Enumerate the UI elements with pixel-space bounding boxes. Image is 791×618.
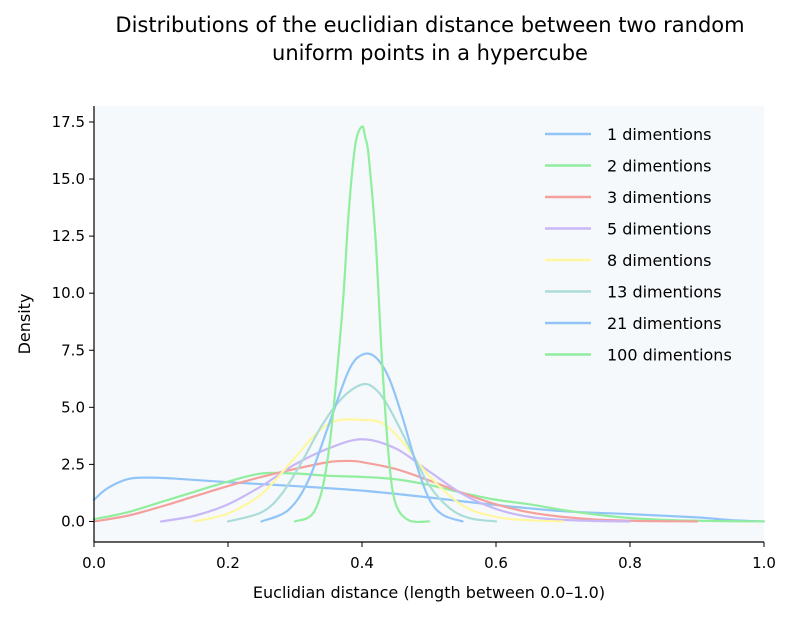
y-axis-label: Density — [15, 294, 34, 355]
x-tick-label: 0.2 — [216, 554, 240, 572]
y-tick-label: 12.5 — [52, 227, 85, 245]
legend: 1 dimentions 2 dimentions 3 dimentions 5 di… — [545, 125, 732, 365]
legend-label: 5 dimentions — [607, 220, 711, 239]
plot-background — [94, 106, 764, 542]
x-tick-label: 0.8 — [618, 554, 642, 572]
x-tick-label: 0.0 — [82, 554, 106, 572]
series-line-5 — [193, 418, 565, 523]
legend-label: 21 dimentions — [607, 314, 722, 333]
chart-title-line-1: Distributions of the euclidian distance … — [115, 13, 744, 37]
y-tick-label: 7.5 — [61, 341, 85, 359]
x-tick-label: 0.4 — [350, 554, 374, 572]
legend-label: 8 dimentions — [607, 251, 711, 270]
series-line-1 — [92, 476, 766, 523]
chart-title-line-2: uniform points in a hypercube — [272, 41, 588, 65]
legend-label: 2 dimentions — [607, 157, 711, 176]
y-tick-label: 10.0 — [52, 284, 85, 302]
legend-label: 100 dimentions — [607, 346, 732, 365]
y-ticks: 0.0 2.5 5.0 7.5 10.0 12.5 15.0 17.5 — [52, 113, 94, 530]
legend-label: 13 dimentions — [607, 283, 722, 302]
series-line-8 — [293, 125, 431, 524]
y-tick-label: 5.0 — [61, 398, 85, 416]
series-line-7 — [260, 352, 464, 523]
y-tick-label: 0.0 — [61, 512, 85, 530]
x-ticks: 0.0 0.2 0.4 0.6 0.8 1.0 — [82, 542, 776, 572]
x-tick-label: 1.0 — [752, 554, 776, 572]
y-tick-label: 17.5 — [52, 113, 85, 131]
y-tick-label: 2.5 — [61, 455, 85, 473]
series-layer — [92, 125, 766, 524]
series-line-3 — [92, 459, 699, 523]
legend-label: 1 dimentions — [607, 125, 711, 144]
series-line-6 — [226, 382, 498, 523]
series-line-4 — [159, 438, 632, 523]
y-tick-label: 15.0 — [52, 170, 85, 188]
legend-label: 3 dimentions — [607, 188, 711, 207]
x-axis-label: Euclidian distance (length between 0.0–1… — [253, 583, 605, 602]
x-tick-label: 0.6 — [484, 554, 508, 572]
